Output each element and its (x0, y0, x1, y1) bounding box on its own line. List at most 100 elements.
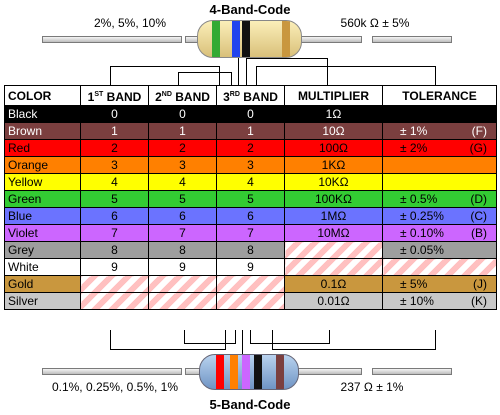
tolerance-value: ± 0.10% (400, 226, 444, 240)
band-3-cell (216, 292, 285, 310)
multiplier-cell: 10KΩ (284, 173, 383, 191)
table-row: Grey 8 8 8 ± 0.05% (4, 241, 497, 259)
color-code-table: COLOR 1ST BAND 2ND BAND 3RD BAND MULTIPL… (4, 85, 497, 310)
table-row: Black 0 0 0 1Ω (4, 105, 497, 123)
band-3-cell: 3 (216, 156, 285, 174)
bottom-lead-left-1 (42, 368, 182, 375)
band-3-cell: 6 (216, 207, 285, 225)
multiplier-cell: 10MΩ (284, 224, 383, 242)
multiplier-cell: 0.01Ω (284, 292, 383, 310)
tolerance-cell: ± 0.10% (B) (382, 224, 497, 242)
band-2-cell: 3 (148, 156, 217, 174)
band-3-cell: 2 (216, 139, 285, 157)
five-band-band-4 (254, 355, 262, 389)
band-3-cell: 4 (216, 173, 285, 191)
band-1-cell: 7 (80, 224, 149, 242)
top-lead-right-1 (300, 36, 362, 43)
band-1-cell: 0 (80, 105, 149, 123)
table-row: Yellow 4 4 4 10KΩ (4, 173, 497, 191)
color-name-cell: Green (4, 190, 81, 208)
color-name-cell: White (4, 258, 81, 276)
tolerance-code: (D) (470, 192, 487, 206)
four-band-band-2 (232, 21, 240, 57)
tolerance-cell: ± 0.05% (382, 241, 497, 259)
band-3-cell: 7 (216, 224, 285, 242)
band-2-cell: 9 (148, 258, 217, 276)
five-band-band-3 (242, 355, 250, 389)
tolerance-value: ± 10% (400, 294, 434, 308)
multiplier-cell: 100Ω (284, 139, 383, 157)
multiplier-cell: 10Ω (284, 122, 383, 140)
four-band-tolerance-options: 2%, 5%, 10% (93, 16, 167, 30)
band-1-cell: 3 (80, 156, 149, 174)
band-1-cell (80, 292, 149, 310)
color-name-cell: Gold (4, 275, 81, 293)
tolerance-code: (J) (473, 277, 487, 291)
tolerance-cell: ± 0.25% (C) (382, 207, 497, 225)
header-color: COLOR (4, 85, 81, 106)
color-name-cell: Brown (4, 122, 81, 140)
table-row: White 9 9 9 (4, 258, 497, 276)
band-1-cell: 1 (80, 122, 149, 140)
five-band-title: 5-Band-Code (209, 397, 291, 412)
band-2-cell: 5 (148, 190, 217, 208)
connector-line (110, 66, 220, 86)
header-band-3: 3RD BAND (216, 85, 285, 106)
tolerance-cell (382, 105, 497, 123)
tolerance-cell: ± 10% (K) (382, 292, 497, 310)
tolerance-cell: ± 5% (J) (382, 275, 497, 293)
tolerance-cell (382, 173, 497, 191)
color-name-cell: Grey (4, 241, 81, 259)
band-2-cell: 6 (148, 207, 217, 225)
five-band-example-value: 237 Ω ± 1% (340, 380, 404, 394)
connector-line (184, 330, 236, 344)
connector-line (242, 330, 243, 354)
five-band-resistor (199, 354, 299, 390)
band-3-cell: 9 (216, 258, 285, 276)
bottom-lead-right-2 (372, 368, 452, 375)
connector-line (272, 330, 436, 350)
table-header-row: COLOR 1ST BAND 2ND BAND 3RD BAND MULTIPL… (4, 85, 497, 106)
four-band-example-value: 560k Ω ± 5% (340, 16, 410, 30)
band-3-cell: 5 (216, 190, 285, 208)
multiplier-cell: 0.1Ω (284, 275, 383, 293)
multiplier-cell: 100KΩ (284, 190, 383, 208)
multiplier-cell: 1MΩ (284, 207, 383, 225)
table-row: Orange 3 3 3 1KΩ (4, 156, 497, 174)
connector-line (238, 58, 239, 86)
table-row: Violet 7 7 7 10MΩ ± 0.10% (B) (4, 224, 497, 242)
five-band-band-1 (216, 355, 224, 389)
band-2-cell: 4 (148, 173, 217, 191)
band-1-cell: 4 (80, 173, 149, 191)
four-band-resistor (197, 20, 302, 58)
table-row: Blue 6 6 6 1MΩ ± 0.25% (C) (4, 207, 497, 225)
five-band-band-2 (230, 355, 238, 389)
tolerance-code: (F) (471, 124, 487, 138)
tolerance-cell: ± 2% (G) (382, 139, 497, 157)
band-1-cell: 8 (80, 241, 149, 259)
band-3-cell (216, 275, 285, 293)
color-name-cell: Red (4, 139, 81, 157)
color-name-cell: Blue (4, 207, 81, 225)
band-1-cell: 9 (80, 258, 149, 276)
tolerance-cell (382, 258, 497, 276)
multiplier-cell: 1Ω (284, 105, 383, 123)
band-2-cell: 0 (148, 105, 217, 123)
four-band-band-1 (212, 21, 220, 57)
connector-line (110, 330, 226, 350)
tolerance-value: ± 0.5% (400, 192, 438, 206)
tolerance-code: (B) (471, 226, 487, 240)
top-lead-right-2 (372, 36, 452, 43)
tolerance-value: ± 1% (400, 124, 428, 138)
header-band-1: 1ST BAND (80, 85, 149, 106)
band-3-cell: 1 (216, 122, 285, 140)
table-row: Brown 1 1 1 10Ω ± 1% (F) (4, 122, 497, 140)
tolerance-code: (G) (469, 141, 487, 155)
band-2-cell (148, 275, 217, 293)
connector-line (246, 58, 328, 86)
four-band-band-4 (282, 21, 290, 57)
multiplier-cell: 1KΩ (284, 156, 383, 174)
four-band-title: 4-Band-Code (209, 2, 291, 17)
tolerance-code: (C) (470, 209, 487, 223)
multiplier-cell (284, 241, 383, 259)
